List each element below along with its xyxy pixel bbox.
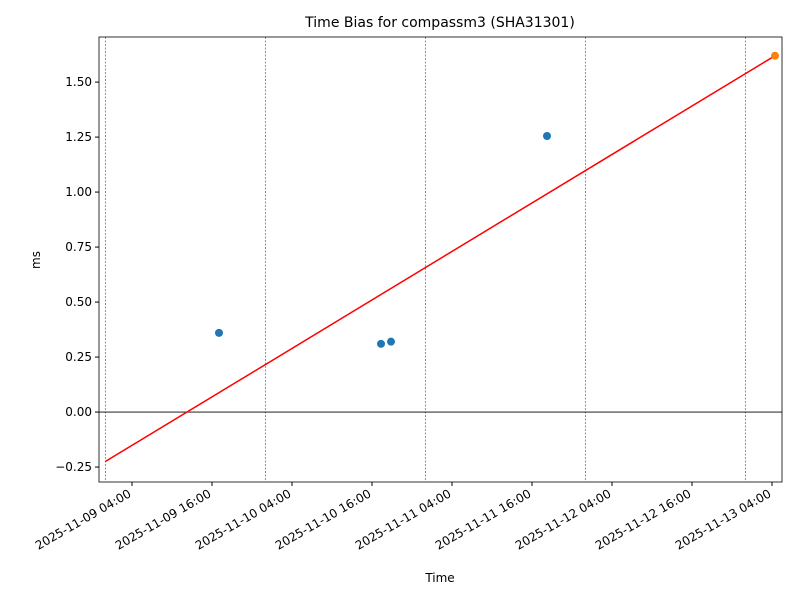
point (771, 51, 779, 60)
point (215, 328, 223, 337)
plot-frame (98, 36, 783, 483)
y-tick-label: 0.25 (65, 350, 92, 364)
point (387, 337, 395, 346)
y-tick-label: 1.00 (65, 185, 92, 199)
y-tick-label: 1.50 (65, 75, 92, 89)
y-tick-label: −0.25 (55, 460, 92, 474)
y-tick-label: 0.00 (65, 405, 92, 419)
chart-title: Time Bias for compassm3 (SHA31301) (304, 15, 575, 31)
x-axis-label: Time (424, 571, 454, 585)
point (543, 131, 551, 140)
point (377, 339, 385, 348)
y-tick-label: 0.50 (65, 295, 92, 309)
y-tick-label: 1.25 (65, 130, 92, 144)
fit-line (104, 55, 776, 463)
y-axis-label: ms (29, 251, 43, 269)
y-tick-label: 0.75 (65, 240, 92, 254)
